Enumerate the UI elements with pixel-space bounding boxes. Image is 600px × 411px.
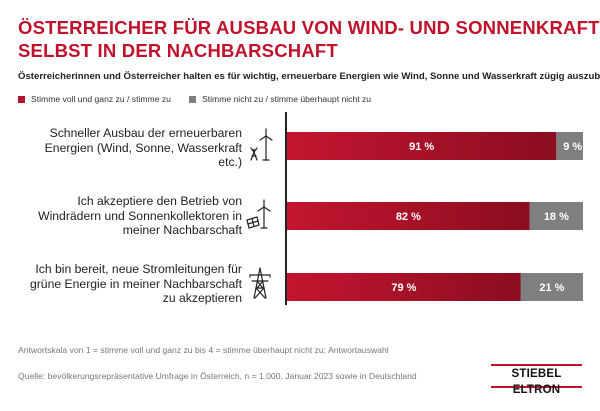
source-note: Quelle: bevölkerungsrepräsentative Umfra… [18, 371, 417, 381]
wind-turbine-icon [250, 128, 273, 161]
bar-agree-3 [287, 273, 521, 301]
legend-swatch-disagree [189, 95, 196, 103]
chart-title: ÖSTERREICHER FÜR AUSBAU VON WIND- UND SO… [18, 16, 600, 62]
category-label-3-line-2: grüne Energie in meiner Nachbarschaft [29, 276, 242, 291]
legend-item-disagree: Stimme nicht zu / stimme überhaupt nicht… [189, 94, 371, 104]
wind-solar-panel-icon [246, 199, 271, 229]
legend-swatch-agree [18, 95, 25, 103]
category-label-2: Ich akzeptiere den Betrieb von Windräder… [38, 194, 242, 238]
category-label-1: Schneller Ausbau der erneuerbaren Energi… [45, 126, 242, 170]
brand-logo: STIEBEL ELTRON [491, 364, 582, 396]
data-label-agree-2: 82 % [396, 211, 421, 223]
y-axis-line [285, 112, 287, 305]
category-label-1-line-3: etc.) [218, 155, 242, 169]
category-label-1-line-2: Energien (Wind, Sonne, Wasserkraft [44, 140, 242, 155]
data-label-agree-3: 79 % [391, 282, 416, 294]
category-label-2-line-3: meiner Nachbarschaft [122, 223, 242, 237]
bar-disagree-2 [529, 202, 583, 230]
category-label-3-line-1: Ich bin bereit, neue Stromleitungen für [35, 262, 242, 276]
data-label-disagree-3: 21 % [539, 282, 564, 294]
legend: Stimme voll und ganz zu / stimme zu Stim… [18, 94, 371, 105]
footnote: Antwortskala von 1 = stimme voll und gan… [18, 345, 389, 355]
bar-disagree-1 [556, 132, 583, 160]
bar-agree-2 [287, 202, 530, 230]
bar-agree-1 [287, 132, 557, 160]
data-label-disagree-2: 18 % [544, 211, 569, 223]
category-label-2-line-1: Ich akzeptiere den Betrieb von [77, 194, 242, 208]
power-pylon-icon [249, 267, 271, 299]
legend-label-disagree: Stimme nicht zu / stimme überhaupt nicht… [202, 94, 372, 104]
chart-title-line-2: SELBST IN DER NACHBARSCHAFT [18, 40, 338, 61]
category-label-2-line-2: Windrädern und Sonnenkollektoren in [38, 208, 242, 223]
data-label-agree-1: 91 % [409, 141, 434, 153]
data-label-disagree-1: 9 % [563, 141, 582, 153]
chart-title-line-1: ÖSTERREICHER FÜR AUSBAU VON WIND- UND SO… [18, 17, 600, 38]
chart-subtitle: Österreicherinnen und Österreicher halte… [18, 71, 600, 82]
legend-item-agree: Stimme voll und ganz zu / stimme zu [18, 94, 171, 104]
category-label-3-line-3: zu akzeptieren [162, 291, 242, 305]
bar-disagree-3 [520, 273, 583, 301]
category-label-3: Ich bin bereit, neue Stromleitungen für … [30, 262, 242, 306]
legend-label-agree: Stimme voll und ganz zu / stimme zu [31, 94, 171, 104]
category-label-1-line-1: Schneller Ausbau der erneuerbaren [49, 126, 242, 140]
